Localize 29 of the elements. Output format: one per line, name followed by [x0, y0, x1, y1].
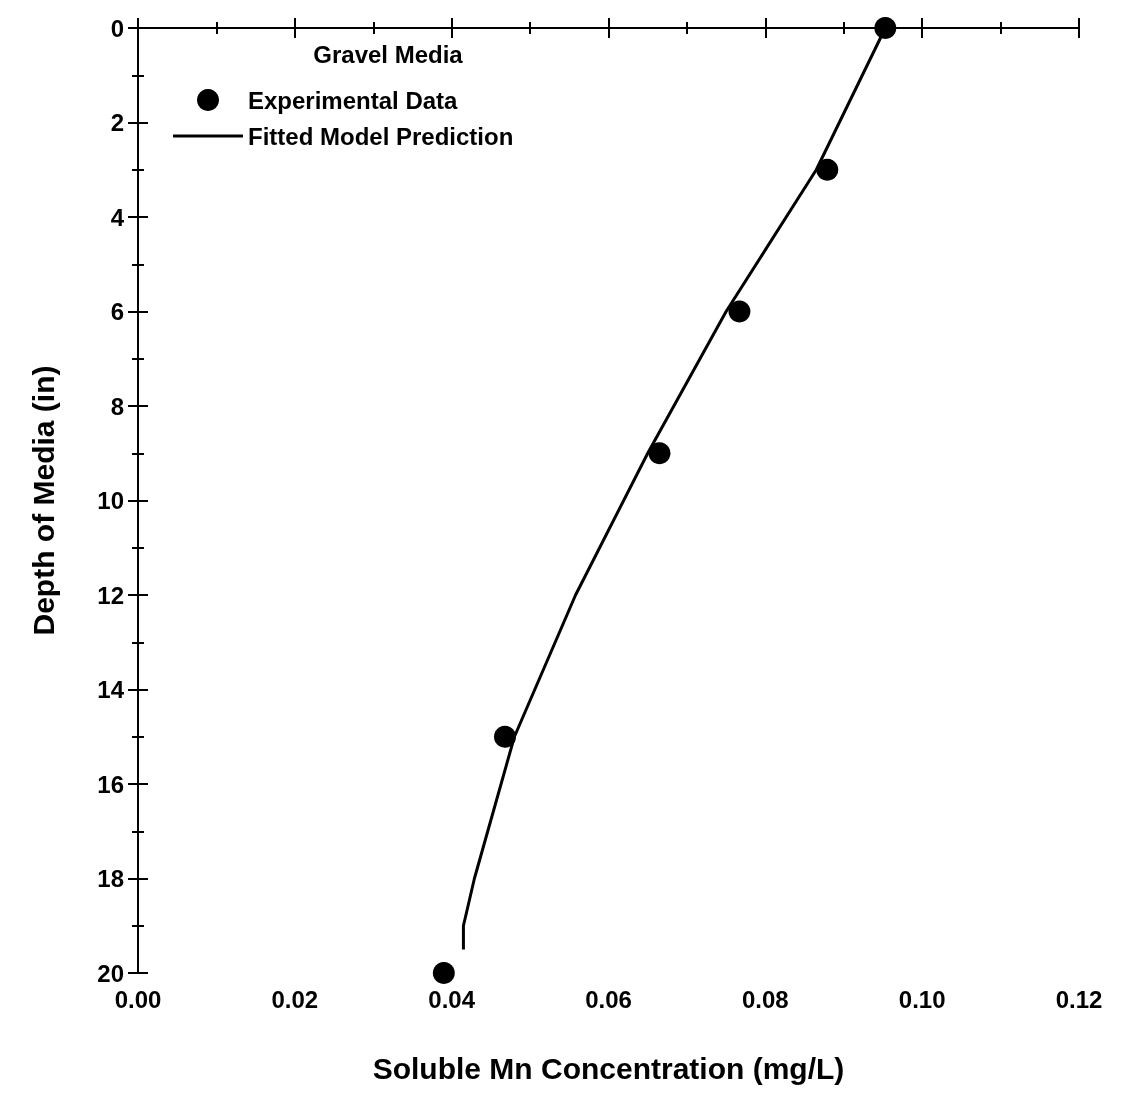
legend-label: Fitted Model Prediction — [248, 122, 514, 150]
y-tick-label: 4 — [110, 203, 125, 231]
x-tick-label: 0.04 — [428, 985, 476, 1013]
x-axis-title: Soluble Mn Concentration (mg/L) — [372, 1051, 845, 1085]
x-tick-label: 0.12 — [1055, 985, 1103, 1013]
y-tick-label: 14 — [97, 676, 125, 703]
point — [874, 17, 897, 39]
x-tick-label: 0.00 — [114, 985, 162, 1013]
y-tick-label: 20 — [97, 959, 124, 987]
y-tick-label: 10 — [97, 487, 124, 514]
y-tick-label: 2 — [110, 109, 124, 136]
y-tick-label: 18 — [97, 865, 124, 892]
point — [816, 158, 839, 181]
x-tick-label: 0.06 — [585, 985, 632, 1013]
legend-title: Gravel Media — [312, 41, 464, 70]
y-tick-label: 0 — [110, 14, 124, 42]
x-tick-label: 0.10 — [898, 985, 946, 1013]
point — [494, 725, 516, 748]
y-tick-label: 12 — [97, 581, 124, 609]
point — [648, 442, 671, 465]
point — [432, 962, 455, 984]
y-axis-title: Depth of Media (in) — [26, 365, 60, 636]
y-tick-label: 8 — [110, 392, 124, 420]
point — [728, 300, 751, 323]
y-tick-label: 6 — [110, 298, 124, 325]
legend-label: Experimental Data — [248, 86, 459, 114]
y-tick-label: 16 — [97, 770, 124, 798]
x-tick-label: 0.02 — [271, 985, 319, 1013]
x-tick-label: 0.08 — [741, 985, 789, 1013]
